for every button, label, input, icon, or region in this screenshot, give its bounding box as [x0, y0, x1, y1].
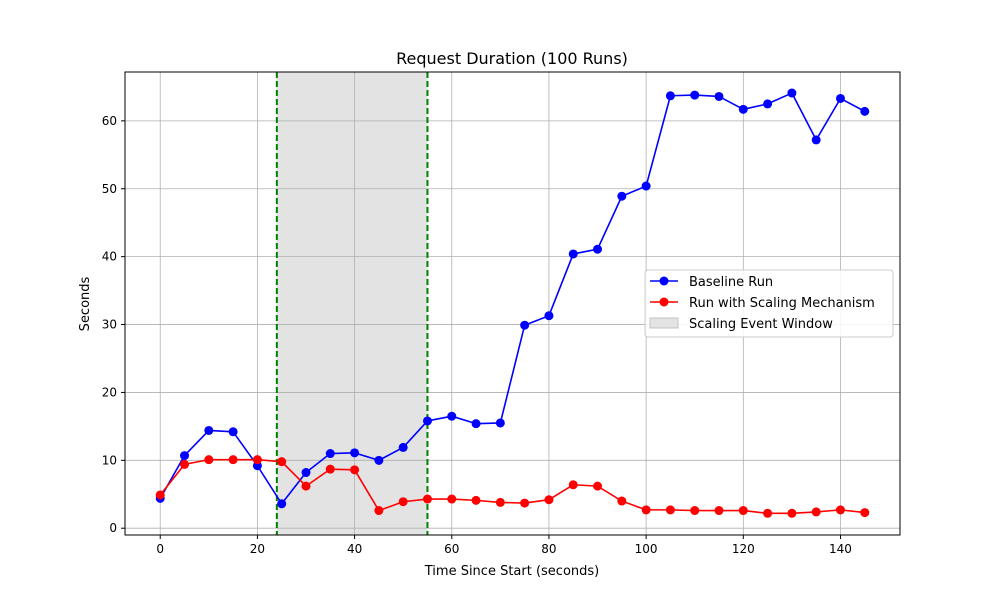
data-point — [835, 93, 845, 103]
data-point — [301, 481, 311, 491]
plot-area — [124, 71, 901, 536]
y-tick-label: 10 — [102, 453, 117, 467]
data-point — [180, 459, 190, 469]
data-point — [520, 498, 530, 508]
x-tick-label: 20 — [250, 542, 265, 556]
data-point — [787, 88, 797, 98]
data-point — [787, 508, 797, 518]
data-point — [495, 497, 505, 507]
x-tick-label: 60 — [444, 542, 459, 556]
data-point — [811, 507, 821, 517]
data-point — [665, 505, 675, 515]
data-point — [520, 320, 530, 330]
data-point — [835, 505, 845, 515]
data-point — [252, 455, 262, 465]
legend-label-baseline: Baseline Run — [689, 275, 773, 290]
series-0 — [155, 88, 870, 509]
x-tick-label: 140 — [829, 542, 852, 556]
series-line — [159, 458, 865, 515]
series-1 — [155, 455, 870, 518]
legend-marker-scaling-dot — [659, 297, 669, 307]
data-point — [617, 496, 627, 506]
data-point — [568, 249, 578, 259]
data-point — [398, 497, 408, 507]
data-point — [811, 135, 821, 145]
data-point — [204, 425, 214, 435]
data-point — [641, 505, 651, 515]
data-point — [301, 468, 311, 478]
data-point — [738, 506, 748, 516]
legend-marker-baseline-dot — [659, 276, 669, 286]
x-tick-label: 0 — [156, 542, 164, 556]
data-point — [738, 104, 748, 114]
data-point — [374, 455, 384, 465]
data-point — [641, 181, 651, 191]
y-tick-label: 20 — [102, 385, 117, 399]
data-point — [228, 427, 238, 437]
data-point — [204, 455, 214, 465]
data-point — [860, 508, 870, 518]
data-point — [277, 499, 287, 509]
y-tick-label: 0 — [109, 521, 117, 535]
data-point — [471, 495, 481, 505]
legend-box — [644, 269, 894, 338]
data-point — [155, 490, 165, 500]
data-point — [325, 464, 335, 474]
chart-title: Request Duration (100 Runs) — [396, 49, 628, 68]
data-point — [350, 448, 360, 458]
data-point — [277, 457, 287, 467]
grid-lines — [125, 72, 900, 535]
data-point — [860, 106, 870, 116]
legend-label-scaling-window: Scaling Event Window — [689, 317, 833, 332]
data-point — [374, 506, 384, 516]
x-axis-label: Time Since Start (seconds) — [424, 564, 600, 579]
data-point — [617, 191, 627, 201]
data-point — [714, 91, 724, 101]
x-tick-label: 120 — [732, 542, 755, 556]
y-tick-label: 40 — [102, 250, 117, 264]
scaling-event-window-band — [276, 72, 428, 535]
data-point — [763, 99, 773, 109]
axes-frame — [124, 71, 901, 536]
data-point — [325, 449, 335, 459]
data-point — [471, 419, 481, 429]
legend-label-scaling: Run with Scaling Mechanism — [689, 296, 875, 311]
data-point — [180, 451, 190, 461]
data-point — [593, 244, 603, 254]
series-layer — [155, 88, 870, 518]
y-tick-label: 50 — [102, 182, 117, 196]
y-axis-ticks: 0 10 20 30 40 50 60 — [102, 114, 125, 535]
x-tick-label: 80 — [541, 542, 556, 556]
data-point — [544, 495, 554, 505]
x-axis-ticks: 0 20 40 60 80 100 120 140 — [156, 535, 852, 556]
data-point — [422, 416, 432, 426]
data-point — [447, 411, 457, 421]
data-point — [714, 506, 724, 516]
data-point — [593, 481, 603, 491]
x-tick-label: 40 — [347, 542, 362, 556]
data-point — [544, 311, 554, 321]
data-point — [690, 506, 700, 516]
data-point — [568, 480, 578, 490]
legend-marker-scaling-window — [649, 317, 679, 329]
y-tick-label: 30 — [102, 318, 117, 332]
data-point — [228, 455, 238, 465]
data-point — [398, 442, 408, 452]
data-point — [422, 494, 432, 504]
data-point — [665, 91, 675, 101]
data-point — [495, 418, 505, 428]
legend: Baseline Run Run with Scaling Mechanism … — [644, 269, 894, 338]
data-point — [763, 508, 773, 518]
y-tick-label: 60 — [102, 114, 117, 128]
data-point — [350, 465, 360, 475]
x-tick-label: 100 — [635, 542, 658, 556]
data-point — [690, 90, 700, 100]
data-point — [447, 494, 457, 504]
y-axis-label: Seconds — [78, 276, 93, 331]
